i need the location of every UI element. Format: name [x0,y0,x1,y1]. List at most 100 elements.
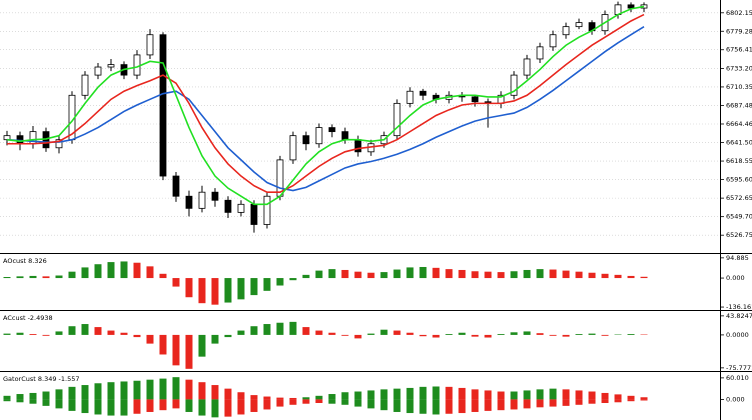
histogram-bar [380,329,388,335]
gator-bar [328,399,336,404]
gator-bar [250,399,258,412]
gator-bar [445,399,453,414]
candle-body [146,34,154,56]
histogram-bar [107,262,115,279]
y-tick-label: 0.000 [726,274,745,282]
histogram-bar [367,333,375,335]
gator-bar [172,399,180,409]
histogram-bar [510,332,518,335]
histogram-bar [68,271,76,279]
gator-bar [497,399,505,411]
histogram-bar [575,271,583,279]
candle-body [315,127,323,145]
gator-bar [432,399,440,415]
gator-bar [393,399,401,412]
gator-bar [198,399,206,416]
gator-bar [29,399,37,404]
gator-bar [380,389,388,400]
y-tick-label: 6779.28 [726,27,752,35]
histogram-bar [16,332,24,335]
candle-body [237,203,245,213]
gator-bar [237,392,245,400]
candle-body [211,191,219,201]
gator-bar [419,386,427,400]
gator-bar [94,383,102,400]
gator-bar [536,389,544,400]
candle-body [159,34,167,177]
gator-bar [354,399,362,407]
gator-bar [120,399,128,416]
gator-bar [328,394,336,400]
gator-bar [133,380,141,400]
gator-bar [354,391,362,400]
y-tick-label: 6733.20 [726,64,752,72]
y-tick-label: -136.161 [726,303,752,311]
histogram-bar [172,334,180,366]
candle-body [94,66,102,76]
histogram-bar [536,333,544,335]
gator-bar [289,397,297,400]
gator-bar [432,386,440,400]
histogram-bar [393,269,401,279]
histogram-bar [484,271,492,279]
gator-bar [120,381,128,400]
gator-bar [29,392,37,400]
histogram-bar [55,331,63,335]
candle-body [536,46,544,60]
histogram-bar [575,334,583,335]
indicator-title: GatorCust 8.349 -1.557 [3,375,80,383]
histogram-bar [250,326,258,335]
gator-bar [549,388,557,400]
histogram-bar [471,271,479,279]
gator-bar [536,399,544,408]
histogram-bar [627,275,635,279]
y-tick-label: 6549.70 [726,213,752,221]
candle-body [185,195,193,209]
candle-body [81,74,89,96]
gator-bar [315,399,323,403]
y-tick-label: 0.000 [726,395,745,403]
histogram-bar [29,334,37,335]
histogram-bar [29,275,37,279]
gator-bar [458,399,466,414]
y-tick-label: 6595.60 [726,176,752,184]
gator-bar [445,386,453,400]
candle-body [549,34,557,48]
histogram-bar [159,273,167,279]
histogram-bar [68,326,76,335]
histogram-bar [42,334,50,336]
histogram-bar [406,332,414,335]
gator-bar [380,399,388,411]
gator-bar [419,399,427,414]
histogram-bar [562,334,570,337]
y-tick-label: 43.8247 [726,312,752,320]
gator-bar [224,399,232,417]
gator-bar [55,399,63,409]
gator-bar [211,399,219,418]
gator-bar [562,389,570,400]
histogram-bar [354,334,362,339]
gator-bar [406,399,414,414]
histogram-bar [341,269,349,279]
histogram-bar [159,334,167,355]
gator-bar [523,390,531,400]
histogram-bar [315,270,323,279]
gator-bar [575,390,583,400]
histogram-bar [263,324,271,335]
histogram-bar [237,330,245,335]
gator-bar [484,390,492,400]
gator-bar [406,387,414,400]
histogram-bar [354,271,362,279]
histogram-bar [198,334,206,357]
histogram-bar [133,262,141,279]
histogram-bar [471,334,479,337]
histogram-bar [627,334,635,335]
histogram-bar [523,331,531,335]
candle-body [302,135,310,145]
y-tick-label: 6687.48 [726,101,752,109]
candle-body [107,64,115,68]
moving-average-line [7,13,645,193]
candle-body [224,199,232,213]
gator-bar [510,399,518,410]
